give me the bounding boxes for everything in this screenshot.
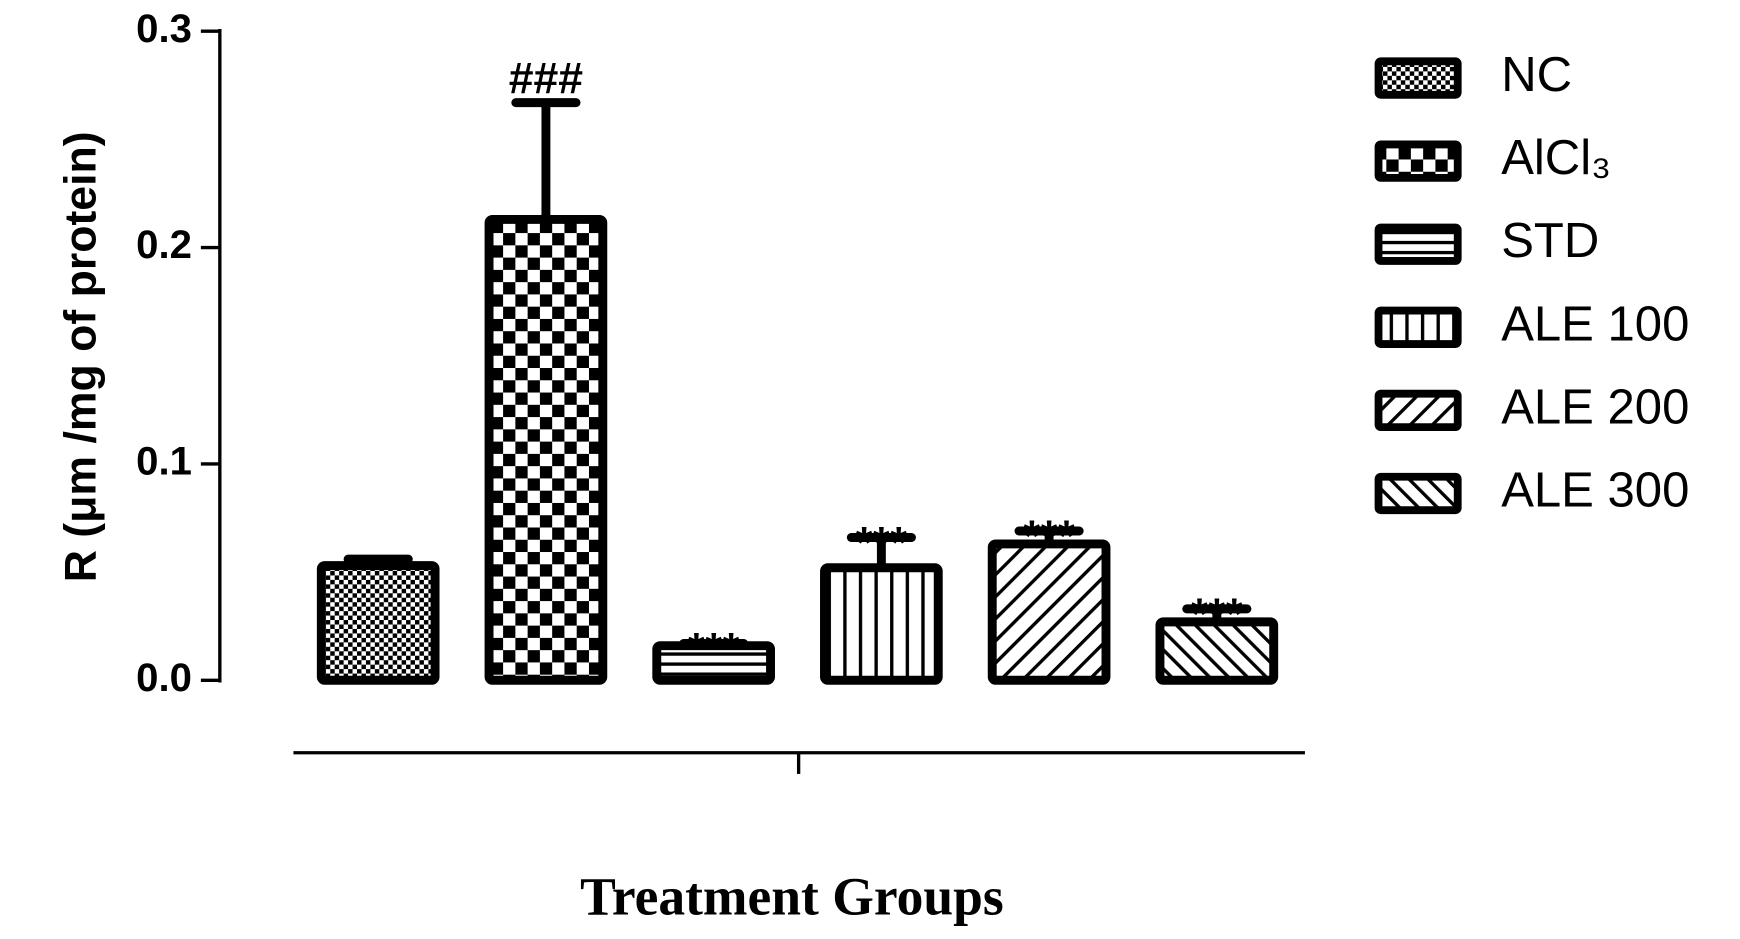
annotation: *** xyxy=(1023,512,1076,561)
legend-swatch xyxy=(1374,140,1462,182)
annotation: *** xyxy=(855,519,908,568)
annotation: *** xyxy=(1191,590,1244,639)
legend-label: NC xyxy=(1501,48,1572,102)
y-tick-label: 0.3 xyxy=(136,6,192,51)
legend-swatch xyxy=(1374,389,1462,432)
legend-swatch xyxy=(1374,223,1462,265)
bar xyxy=(1155,617,1279,685)
legend-label: STD xyxy=(1501,214,1599,268)
legend-swatch xyxy=(1374,306,1462,348)
legend-label: ALE 100 xyxy=(1501,297,1689,351)
y-axis-label: R (μm /mg of protein) xyxy=(57,131,106,582)
legend-swatch xyxy=(1374,472,1462,515)
legend-label: ALE 200 xyxy=(1501,380,1689,434)
annotation: *** xyxy=(688,625,741,674)
bar xyxy=(652,641,775,685)
legend-swatch xyxy=(1374,57,1462,99)
bar xyxy=(987,539,1111,685)
annotation: ### xyxy=(509,55,584,104)
y-tick-label: 0.2 xyxy=(136,222,192,267)
legend-label: AlCl₃ xyxy=(1501,131,1611,185)
bar xyxy=(316,561,440,685)
x-axis-label: Treatment Groups xyxy=(580,866,1004,926)
y-tick-label: 0.1 xyxy=(136,439,192,484)
y-tick-label: 0.0 xyxy=(136,655,192,700)
bar xyxy=(484,214,608,685)
bar xyxy=(820,563,943,685)
legend-label: ALE 300 xyxy=(1501,463,1689,517)
